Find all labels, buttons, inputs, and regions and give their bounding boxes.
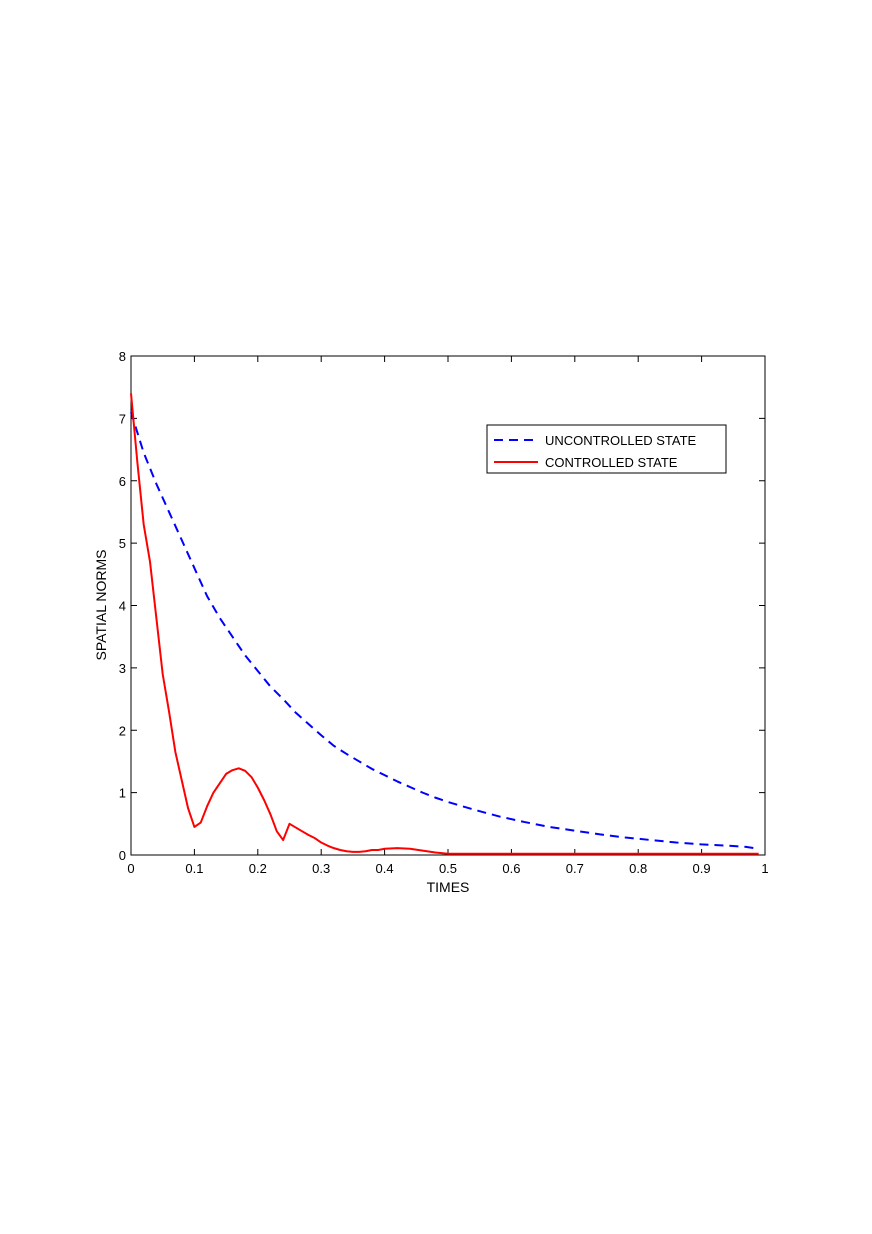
x-tick-label: 0.5 <box>439 861 457 876</box>
y-tick-label: 7 <box>119 411 126 426</box>
x-axis-ticks: 0 0.1 0.2 0.3 0.4 0.5 0.6 0.7 0.8 0.9 1 <box>127 356 769 876</box>
x-tick-label: 0 <box>127 861 134 876</box>
x-tick-label: 0.2 <box>249 861 267 876</box>
x-tick-label: 0.8 <box>629 861 647 876</box>
y-tick-label: 6 <box>119 474 126 489</box>
x-axis-label: TIMES <box>427 879 470 895</box>
y-tick-label: 0 <box>119 848 126 863</box>
legend: UNCONTROLLED STATE CONTROLLED STATE <box>486 424 727 474</box>
y-tick-label: 5 <box>119 536 126 551</box>
y-tick-label: 2 <box>119 723 126 738</box>
x-tick-label: 0.1 <box>185 861 203 876</box>
x-tick-label: 0.7 <box>566 861 584 876</box>
x-tick-label: 0.3 <box>312 861 330 876</box>
x-tick-label: 0.6 <box>502 861 520 876</box>
x-tick-label: 1 <box>761 861 768 876</box>
series-line-uncontrolled <box>130 411 759 850</box>
y-tick-label: 4 <box>119 599 126 614</box>
y-axis-label: SPATIAL NORMS <box>93 550 109 661</box>
x-tick-label: 0.9 <box>693 861 711 876</box>
legend-label-controlled: CONTROLLED STATE <box>545 455 678 470</box>
legend-label-uncontrolled: UNCONTROLLED STATE <box>545 433 697 448</box>
y-tick-label: 3 <box>119 661 126 676</box>
y-tick-label: 1 <box>119 786 126 801</box>
y-axis-ticks: 0 1 2 3 4 5 6 7 8 <box>119 349 765 863</box>
x-tick-label: 0.4 <box>376 861 394 876</box>
series-layer <box>130 393 759 855</box>
series-line-controlled <box>130 393 759 855</box>
y-tick-label: 8 <box>119 349 126 364</box>
legend-box <box>486 424 727 474</box>
